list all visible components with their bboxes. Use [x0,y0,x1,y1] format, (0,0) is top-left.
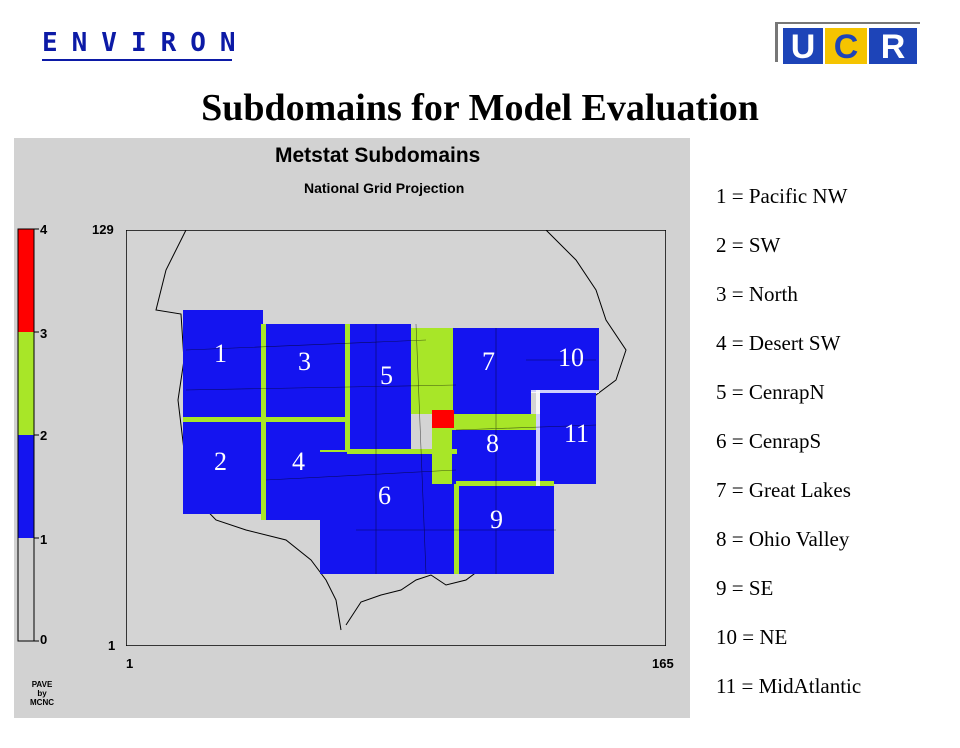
boundary-v-3-5 [345,324,350,452]
grid-x-left-label: 1 [126,656,134,671]
region-3 [263,324,347,420]
region-label-2: 2 [214,447,227,476]
subdomain-legend: 1 = Pacific NW 2 = SW 3 = North 4 = Dese… [716,184,861,723]
region-11 [540,392,596,484]
colorbar [17,228,39,642]
colorbar-tick-0: 0 [40,632,48,647]
region-label-6: 6 [378,481,391,510]
ucr-letter-r: R [881,28,906,66]
region-9 [456,484,554,574]
panel-subtitle: National Grid Projection [304,180,465,196]
region-label-8: 8 [486,429,499,458]
legend-item: 6 = CenrapS [716,429,822,453]
legend-item: 8 = Ohio Valley [716,527,850,551]
environ-logo: ENVIRON [42,28,250,58]
grid-y-bottom-label: 1 [108,638,116,653]
region-2 [183,420,263,514]
center-red-cell [432,410,454,428]
grid-x-right-label: 165 [652,656,674,671]
region-8-green [436,414,536,430]
legend-item: 11 = MidAtlantic [716,674,862,698]
region-1 [183,310,263,420]
ucr-letter-u: U [791,28,816,66]
environ-logo-underline [42,59,232,61]
panel-title: Metstat Subdomains [275,144,481,167]
region-5-green [411,328,453,414]
legend-item: 10 = NE [716,625,788,649]
pave-credit: PAVE by MCNC [30,680,54,707]
legend-item: 1 = Pacific NW [716,184,848,208]
colorbar-tick-1: 1 [40,532,48,547]
region-label-1: 1 [214,339,227,368]
subdomain-map: 1 2 3 4 5 6 7 8 9 10 11 [126,230,666,646]
region-label-3: 3 [298,347,311,376]
region-label-5: 5 [380,361,393,390]
legend-item: 7 = Great Lakes [716,478,851,502]
legend-item: 4 = Desert SW [716,331,841,355]
region-label-9: 9 [490,505,503,534]
boundary-v-8-11 [536,390,540,486]
boundary-v-6-9 [454,484,459,574]
region-label-10: 10 [558,343,584,372]
state-lines [185,323,597,575]
boundary-h-10-11 [531,390,599,393]
ucr-letter-c: C [834,28,859,66]
grid-y-top-label: 129 [92,222,114,237]
legend-item: 3 = North [716,282,798,306]
ucr-logo: U C R [775,22,920,66]
legend-item: 9 = SE [716,576,774,600]
region-7 [453,328,531,414]
region-label-4: 4 [292,447,305,476]
boundary-v-1-3 [261,324,266,520]
region-label-7: 7 [482,347,495,376]
region-label-11: 11 [564,419,589,448]
boundary-h-6 [347,449,457,454]
colorbar-tick-3: 3 [40,326,48,341]
legend-item: 2 = SW [716,233,781,257]
legend-item: 5 = CenrapN [716,380,825,404]
colorbar-tick-2: 2 [40,428,48,443]
colorbar-tick-4: 4 [40,222,48,237]
boundary-h-9 [456,481,554,486]
slide-title: Subdomains for Model Evaluation [201,87,759,129]
